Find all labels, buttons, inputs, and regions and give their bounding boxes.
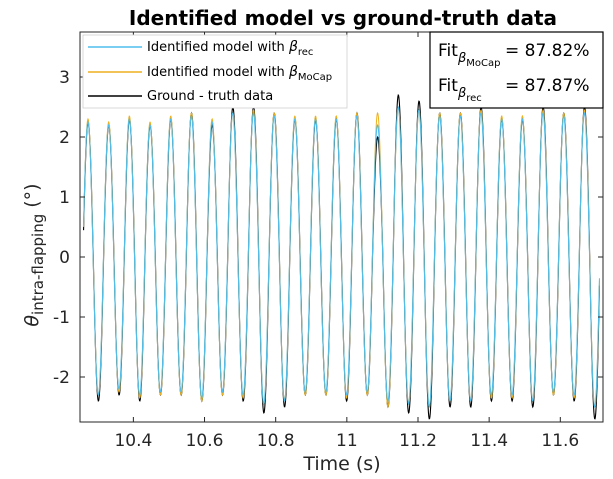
legend-label: Identified model with βMoCap xyxy=(147,64,332,83)
fit-label: Fit xyxy=(438,76,458,96)
x-tick-label: 11.4 xyxy=(470,431,508,451)
fit-label: Fit xyxy=(438,41,458,61)
chart-title: Identified model vs ground-truth data xyxy=(129,6,557,30)
legend-beta-symbol: β xyxy=(288,64,298,80)
fit-rec-line: Fitβrec xyxy=(438,76,482,104)
fit-annotation: FitβMoCap = 87.82% Fitβrec = 87.87% xyxy=(429,31,604,109)
x-tick-label: 10.8 xyxy=(257,431,295,451)
legend-label-text: Identified model with xyxy=(147,40,289,55)
x-axis-ticks: 10.4 10.6 10.8 11 11.2 11.4 11.6 xyxy=(114,32,579,451)
legend-beta-subscript: rec xyxy=(298,47,314,58)
fit-beta-symbol: β xyxy=(457,86,466,101)
legend-label-text: Identified model with xyxy=(147,65,289,80)
y-axis-label: θintra-flapping (°) xyxy=(21,183,47,326)
x-tick-label: 10.6 xyxy=(186,431,224,451)
fit-mocap-line: FitβMoCap xyxy=(438,41,500,69)
fit-beta-subscript: rec xyxy=(466,93,482,104)
legend-beta-subscript: MoCap xyxy=(298,72,332,83)
legend: Identified model with βrec Identified mo… xyxy=(82,34,348,109)
legend-entry: Identified model with βrec xyxy=(88,39,313,58)
x-tick-label: 10.4 xyxy=(114,431,152,451)
legend-entry: Ground - truth data xyxy=(88,89,273,104)
series-layer xyxy=(83,93,600,420)
fit-beta-symbol: β xyxy=(457,51,466,66)
series-line xyxy=(83,105,600,409)
legend-beta-symbol: β xyxy=(288,39,298,55)
x-tick-label: 11 xyxy=(336,431,358,451)
y-tick-label: 2 xyxy=(59,128,70,148)
fit-rec-value: = 87.87% xyxy=(505,76,589,96)
y-axis-symbol: θ xyxy=(21,315,43,327)
x-axis-label: Time (s) xyxy=(302,453,380,475)
y-tick-label: -2 xyxy=(53,368,70,388)
y-axis-unit: (°) xyxy=(21,183,43,207)
y-tick-label: 1 xyxy=(59,188,70,208)
y-tick-label: -1 xyxy=(53,308,70,328)
legend-label: Identified model with βrec xyxy=(147,39,313,58)
fit-mocap-value: = 87.82% xyxy=(505,41,589,61)
x-tick-label: 11.6 xyxy=(541,431,579,451)
fit-beta-subscript: MoCap xyxy=(466,58,500,69)
y-tick-label: 3 xyxy=(59,68,70,88)
axes-box xyxy=(79,31,604,423)
y-tick-label: 0 xyxy=(59,248,70,268)
y-axis-ticks: -2 -1 0 1 2 3 xyxy=(53,68,603,388)
x-tick-label: 11.2 xyxy=(399,431,437,451)
y-axis-subscript: intra-flapping xyxy=(29,214,47,315)
fit-annotation-box xyxy=(429,31,604,109)
legend-entry: Identified model with βMoCap xyxy=(88,64,332,83)
legend-label: Ground - truth data xyxy=(147,89,273,104)
